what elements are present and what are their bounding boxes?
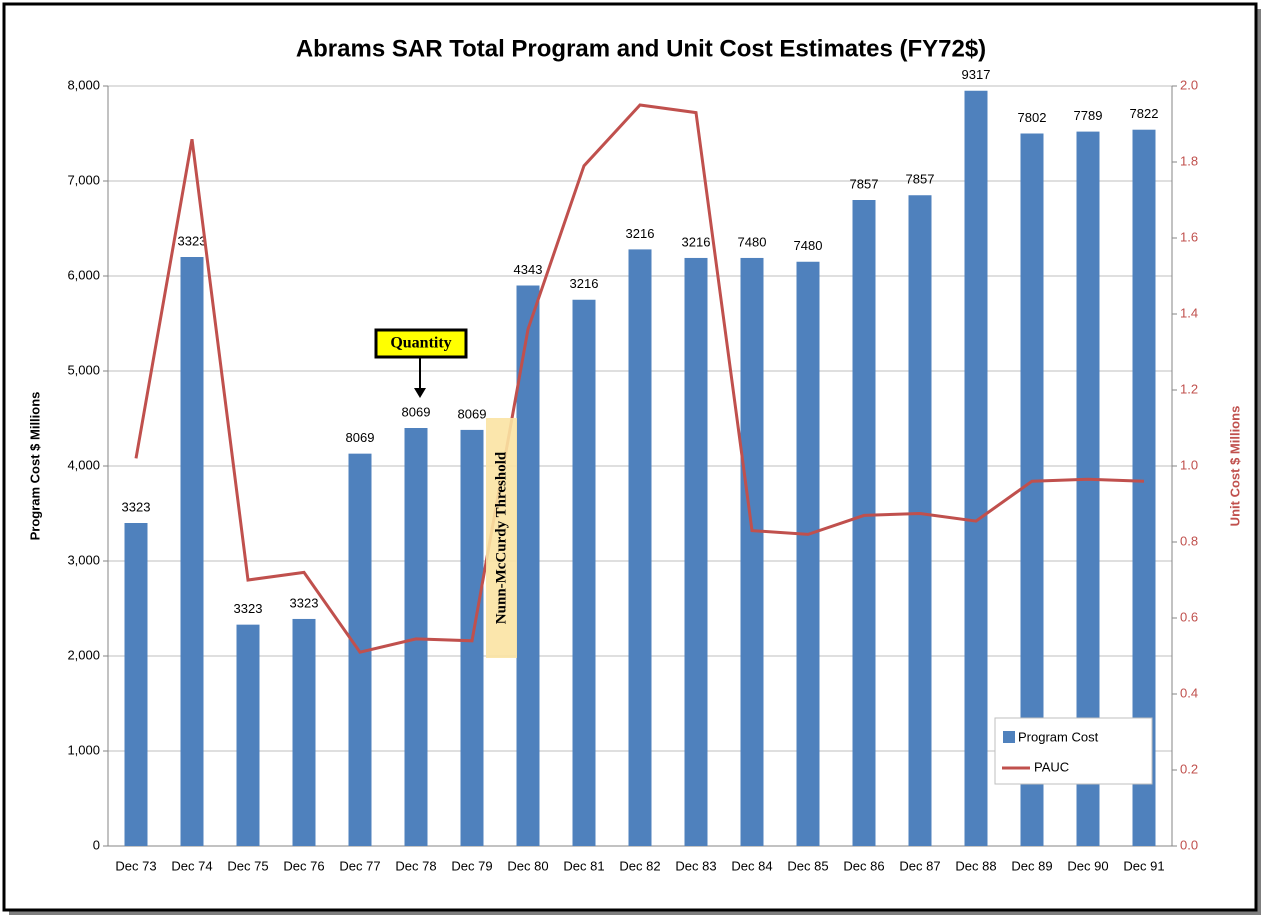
- quantity-label: 7822: [1130, 106, 1159, 121]
- y2-tick-label: 0.4: [1180, 685, 1198, 700]
- x-tick-label: Dec 80: [507, 858, 548, 873]
- line: [134, 103, 1145, 654]
- x-tick-label: Dec 87: [899, 858, 940, 873]
- quantity-label: 7857: [850, 176, 879, 191]
- x-tick-label: Dec 79: [451, 858, 492, 873]
- bar: [1132, 129, 1156, 846]
- x-tick-label: Dec 88: [955, 858, 996, 873]
- x-tick-label: Dec 85: [787, 858, 828, 873]
- y2-tick-label: 0.8: [1180, 533, 1198, 548]
- y-tick-label: 2,000: [67, 647, 100, 662]
- y2-tick-label: 0.2: [1180, 761, 1198, 776]
- quantity-label: 7802: [1018, 110, 1047, 125]
- y2-axis-title: Unit Cost $ Millions: [1227, 406, 1242, 527]
- y-tick-label: 8,000: [67, 77, 100, 92]
- x-tick-label: Dec 75: [227, 858, 268, 873]
- quantity-label: 7857: [906, 172, 935, 187]
- bar: [124, 523, 148, 846]
- arrow-head: [414, 388, 426, 398]
- bar: [292, 618, 316, 846]
- bar: [628, 249, 652, 846]
- quantity-label: 3216: [570, 276, 599, 291]
- x-tick-label: Dec 76: [283, 858, 324, 873]
- y-tick-label: 6,000: [67, 267, 100, 282]
- y-tick-label: 0: [93, 837, 100, 852]
- legend-swatch: [1003, 731, 1015, 743]
- quantity-label: 9317: [962, 67, 991, 82]
- y2-tick-label: 1.2: [1180, 381, 1198, 396]
- y2-tick-label: 1.0: [1180, 457, 1198, 472]
- quantity-label: 7480: [794, 238, 823, 253]
- y-tick-label: 3,000: [67, 552, 100, 567]
- marks: 3323 3323 3323 3323 8069 8069 8069 4343 3216 3216…: [122, 67, 1159, 847]
- quantity-label: 3216: [626, 226, 655, 241]
- legend-label: PAUC: [1034, 759, 1069, 774]
- y2-tick-label: 1.4: [1180, 305, 1198, 320]
- legend-label: Program Cost: [1018, 729, 1099, 744]
- quantity-label: 3323: [122, 499, 151, 514]
- y2-tick-label: 1.8: [1180, 153, 1198, 168]
- bar: [852, 200, 876, 846]
- x-tick-label: Dec 73: [115, 858, 156, 873]
- y-tick-label: 1,000: [67, 742, 100, 757]
- threshold-box: [486, 418, 517, 658]
- quantity-label: 3323: [290, 595, 319, 610]
- quantity-label: 7789: [1074, 108, 1103, 123]
- bar: [740, 257, 764, 846]
- x-tick-label: Dec 78: [395, 858, 436, 873]
- y-tick-label: 4,000: [67, 457, 100, 472]
- y-tick-label: 5,000: [67, 362, 100, 377]
- quantity-label: 3323: [234, 601, 263, 616]
- threshold-label: Nunn-McCurdy Threshold: [493, 451, 509, 624]
- x-tick-label: Dec 77: [339, 858, 380, 873]
- quantity-label: Quantity: [390, 335, 451, 352]
- y2-tick-label: 2.0: [1180, 77, 1198, 92]
- x-tick-label: Dec 90: [1067, 858, 1108, 873]
- bar: [964, 90, 988, 846]
- y2-tick-label: 0.6: [1180, 609, 1198, 624]
- quantity-label: 3216: [682, 234, 711, 249]
- x-tick-label: Dec 83: [675, 858, 716, 873]
- legend: Program Cost PAUC: [994, 717, 1153, 785]
- bar: [684, 257, 708, 846]
- x-tick-label: Dec 82: [619, 858, 660, 873]
- x-tick-label: Dec 91: [1123, 858, 1164, 873]
- x-tick-label: Dec 81: [563, 858, 604, 873]
- y-axis-title: Program Cost $ Millions: [27, 392, 42, 541]
- quantity-label: 8069: [402, 404, 431, 419]
- x-tick-label: Dec 84: [731, 858, 772, 873]
- quantity-label: 8069: [346, 430, 375, 445]
- annotations: Nunn-McCurdy Threshold Quantity: [374, 328, 517, 658]
- quantity-label: 7480: [738, 234, 767, 249]
- x-tick-label: Dec 74: [171, 858, 212, 873]
- bar: [516, 285, 540, 846]
- bar: [1020, 133, 1044, 846]
- bar: [236, 624, 260, 846]
- quantity-label: 3323: [178, 233, 207, 248]
- chart-title: Abrams SAR Total Program and Unit Cost E…: [296, 35, 986, 62]
- y-tick-label: 7,000: [67, 172, 100, 187]
- x-tick-label: Dec 89: [1011, 858, 1052, 873]
- bar: [180, 257, 204, 846]
- bar: [796, 261, 820, 846]
- x-tick-label: Dec 86: [843, 858, 884, 873]
- bar: [572, 299, 596, 846]
- quantity-label: 8069: [458, 406, 487, 421]
- legend-box: [994, 717, 1153, 785]
- bar: [404, 428, 428, 846]
- y2-tick-label: 1.6: [1180, 229, 1198, 244]
- bar: [1076, 131, 1100, 847]
- quantity-box: [374, 328, 468, 359]
- bar: [908, 195, 932, 846]
- y2-tick-label: 0.0: [1180, 837, 1198, 852]
- quantity-label: 4343: [514, 262, 543, 277]
